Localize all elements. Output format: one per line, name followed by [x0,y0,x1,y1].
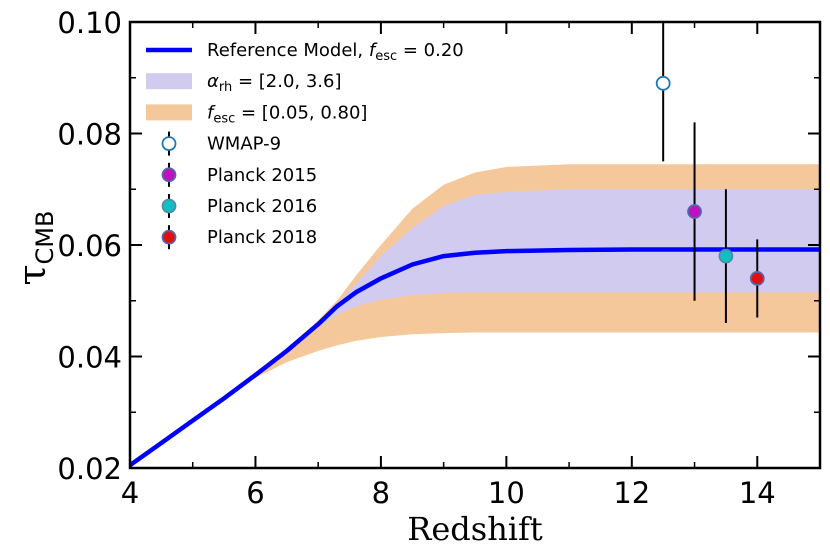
y-tick-label: 0.02 [57,452,122,486]
x-tick-label: 14 [739,476,776,510]
x-tick-label: 10 [488,476,525,510]
y-tick-label: 0.06 [57,229,122,263]
data-point-1 [687,204,702,219]
data-point-2 [718,248,734,264]
y-axis-title: τCMB [10,211,59,286]
legend-marker [161,198,177,214]
x-axis-title: Redshift [407,510,543,548]
y-tick-label: 0.04 [57,341,122,375]
series-line-0 [128,247,820,468]
legend-label: αrh = [2.0, 3.6] [207,71,342,95]
legend-label: Reference Model, fesc = 0.20 [207,40,464,64]
legend-label: Planck 2018 [207,227,317,248]
y-tick-label: 0.10 [57,6,122,40]
uncertainty-bands [130,164,820,466]
x-tick-label: 12 [613,476,650,510]
legend-marker [161,229,177,245]
legend-label: fesc = [0.05, 0.80] [207,102,367,126]
legend-patch-swatch [146,73,192,90]
data-point-0 [655,75,671,91]
x-tick-label: 8 [372,476,390,510]
x-tick-label: 6 [246,476,264,510]
legend-marker [161,136,177,152]
band-1 [130,189,820,466]
legend-patch-swatch [146,104,192,121]
legend-label: Planck 2016 [207,196,317,217]
legend-label: WMAP-9 [207,134,281,155]
axis-ticks: 4 6 8 10 12 14 0.02 0.04 0.06 0.08 0.10 [57,6,820,510]
y-axis-title-sub: CMB [31,211,59,265]
x-tick-label: 4 [121,476,139,510]
legend-marker [161,167,177,183]
legend: Reference Model, fesc = 0.20 αrh = [2.0, … [146,40,464,250]
observation-points [655,22,765,324]
legend-label: Planck 2015 [207,165,317,186]
y-tick-label: 0.08 [57,118,122,152]
model-lines [128,247,820,468]
y-axis-title-main: τ [10,264,54,285]
data-point-3 [749,271,765,286]
